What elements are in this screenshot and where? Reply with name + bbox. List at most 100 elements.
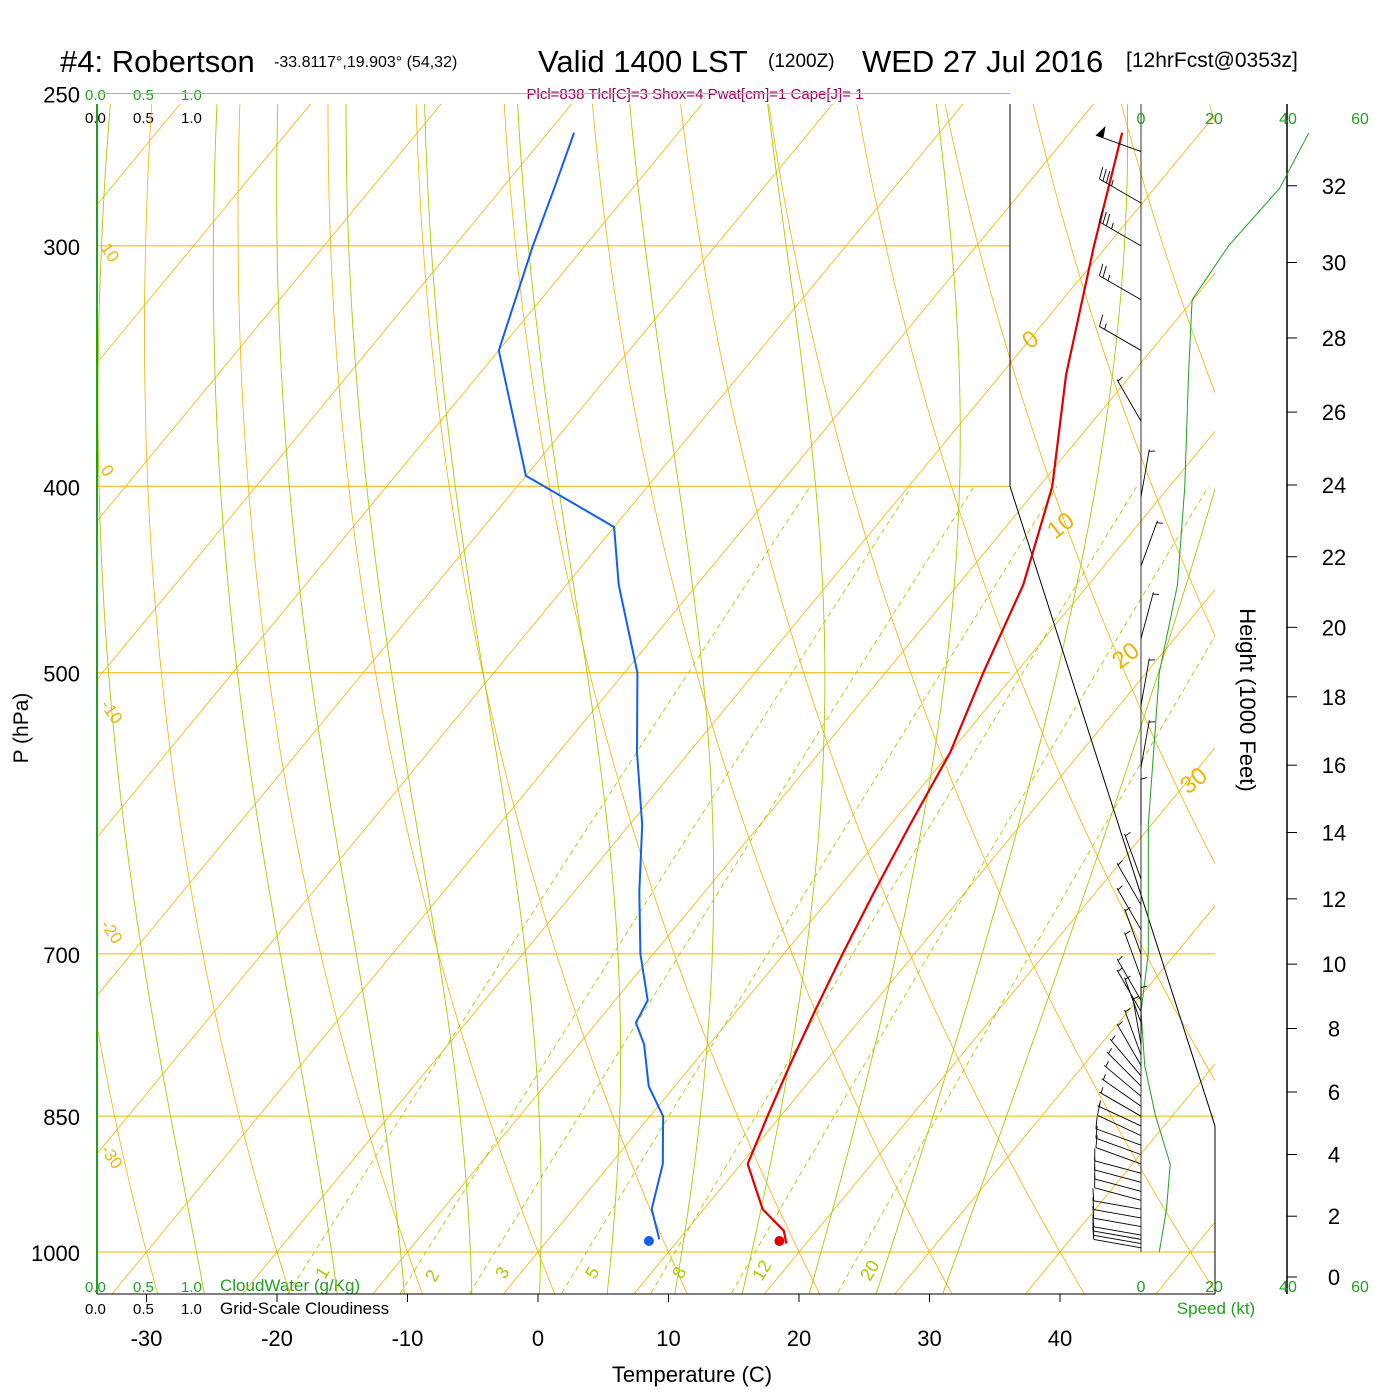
moist-adiabat-line xyxy=(629,104,715,1294)
x-tick-label: 10 xyxy=(656,1326,680,1351)
wind-barb xyxy=(1116,955,1142,1001)
wind-barb xyxy=(1124,930,1142,978)
wind-barb xyxy=(1116,967,1142,1012)
cloudiness-label: Grid-Scale Cloudiness xyxy=(220,1299,389,1318)
dry-adiabat-line xyxy=(1208,104,1215,125)
isotherm-line xyxy=(97,104,703,839)
title-zulu: (1200Z) xyxy=(768,51,835,72)
cloud-scale-top: 0.0 0.5 1.0 0.0 0.5 1.0 xyxy=(85,87,202,127)
wind-barb xyxy=(1140,720,1156,768)
cloud-top-black-0: 0.0 xyxy=(85,110,106,127)
isotherm-line xyxy=(894,905,1215,1294)
isobars xyxy=(97,92,1215,1253)
mixing-ratio-labels: 1 2 3 5 8 12 20 xyxy=(311,1257,883,1285)
x-tick-label: 0 xyxy=(532,1326,544,1351)
dry-adiabat-line xyxy=(237,104,423,1294)
wind-barb xyxy=(1098,166,1142,204)
moist-adiabat-line xyxy=(808,104,961,1294)
mixing-ratio-line xyxy=(560,486,1058,1294)
wind-barb xyxy=(1099,1087,1142,1117)
dry-adiabat-label: -30 xyxy=(97,1141,127,1172)
isotherm-line xyxy=(763,747,1215,1294)
moist-adiabat-line xyxy=(942,487,1215,1294)
wind-panel xyxy=(1092,104,1310,1294)
x-tick-label: 30 xyxy=(917,1326,941,1351)
title-valid: Valid 1400 LST xyxy=(538,44,748,79)
thermo-background xyxy=(97,59,1400,1331)
pressure-tick-label: 1000 xyxy=(31,1241,80,1266)
dry-adiabat-line xyxy=(944,104,1215,865)
dry-adiabat-label: 0 xyxy=(97,461,118,480)
pressure-tick-label: 300 xyxy=(43,235,80,260)
isotherm-line xyxy=(502,430,1215,1294)
wind-barb xyxy=(1116,376,1142,422)
dry-adiabat-line xyxy=(503,104,821,1294)
cloud-bottom-black-2: 1.0 xyxy=(181,1301,202,1318)
plot-frame xyxy=(96,104,1216,1295)
speed-tick-bottom: 60 xyxy=(1351,1279,1369,1296)
moist-adiabat-line xyxy=(345,104,473,1294)
wind-barb xyxy=(1094,1148,1142,1174)
dry-adiabat-line xyxy=(144,104,291,1294)
height-tick-label: 26 xyxy=(1322,400,1346,425)
cloud-top-green-0: 0.0 xyxy=(85,87,106,104)
isotherm-line xyxy=(97,104,573,680)
isotherm-line xyxy=(97,104,834,997)
isotherm-line xyxy=(241,114,1215,1294)
height-tick-label: 16 xyxy=(1322,753,1346,778)
dry-adiabat-label: -10 xyxy=(97,696,127,727)
wind-barb xyxy=(1092,1197,1142,1219)
wind-barb xyxy=(1109,1035,1142,1077)
moist-adiabat-line xyxy=(424,104,542,1294)
speed-tick-top: 60 xyxy=(1351,111,1369,128)
height-tick-label: 14 xyxy=(1322,821,1346,846)
title-date: WED 27 Jul 2016 xyxy=(862,44,1103,79)
dry-adiabat-line xyxy=(592,104,953,1294)
isotherm-line xyxy=(97,104,964,1155)
wind-barb xyxy=(1092,1214,1142,1236)
moist-adiabat-line xyxy=(212,104,338,1294)
dewpoint-line xyxy=(497,132,665,1240)
tropopause-frame xyxy=(1009,104,1216,1127)
temperature-line xyxy=(746,132,1124,1244)
wind-barb xyxy=(1124,831,1142,880)
mixing-ratio-label: 2 xyxy=(421,1266,443,1285)
dry-adiabat-line xyxy=(680,104,1085,1294)
wind-barb xyxy=(1094,1175,1142,1201)
wind-barb xyxy=(1116,885,1142,930)
height-tick-label: 28 xyxy=(1322,326,1346,351)
wind-barb xyxy=(1116,1021,1142,1066)
wind-barb xyxy=(1098,209,1142,247)
cloud-bottom-green-2: 1.0 xyxy=(181,1279,202,1296)
cloud-top-green-1: 0.5 xyxy=(133,87,154,104)
isotherm-line xyxy=(372,272,1215,1294)
wind-barb xyxy=(1097,1100,1142,1127)
upper-adiabat-label: 10 xyxy=(1042,507,1080,545)
wind-speed-line xyxy=(1140,132,1310,1253)
speed-tick-top: 40 xyxy=(1279,111,1297,128)
moist-adiabat-line xyxy=(741,104,826,1294)
title-indices: Plcl=838 Tlcl[C]=3 Shox=4 Pwat[cm]=1 Cap… xyxy=(527,86,864,103)
x-tick-label: -20 xyxy=(261,1326,293,1351)
x-tick-label: -10 xyxy=(392,1326,424,1351)
wind-barb xyxy=(1098,263,1142,301)
pressure-axis: 250 300 400 500 700 850 1000 xyxy=(31,82,80,1266)
isotherm-line xyxy=(97,104,312,364)
mixing-ratio-label: 3 xyxy=(491,1263,513,1282)
dry-adiabat-line xyxy=(97,1023,159,1294)
moist-adiabat-line xyxy=(517,104,622,1294)
dry-adiabat-line xyxy=(1370,59,1400,1331)
wind-barb xyxy=(1095,1125,1142,1156)
speed-axis-label: Speed (kt) xyxy=(1177,1299,1255,1318)
wind-barb xyxy=(1095,1135,1142,1165)
wind-barb xyxy=(1140,985,1148,1034)
sounding-profiles xyxy=(497,132,1124,1246)
height-tick-label: 30 xyxy=(1322,251,1346,276)
moist-adiabat-line xyxy=(97,104,205,1294)
cloudwater-label: CloudWater (g/Kg) xyxy=(220,1276,360,1295)
speed-tick-bottom: 0 xyxy=(1137,1279,1146,1296)
mixing-ratio-line xyxy=(468,486,975,1294)
